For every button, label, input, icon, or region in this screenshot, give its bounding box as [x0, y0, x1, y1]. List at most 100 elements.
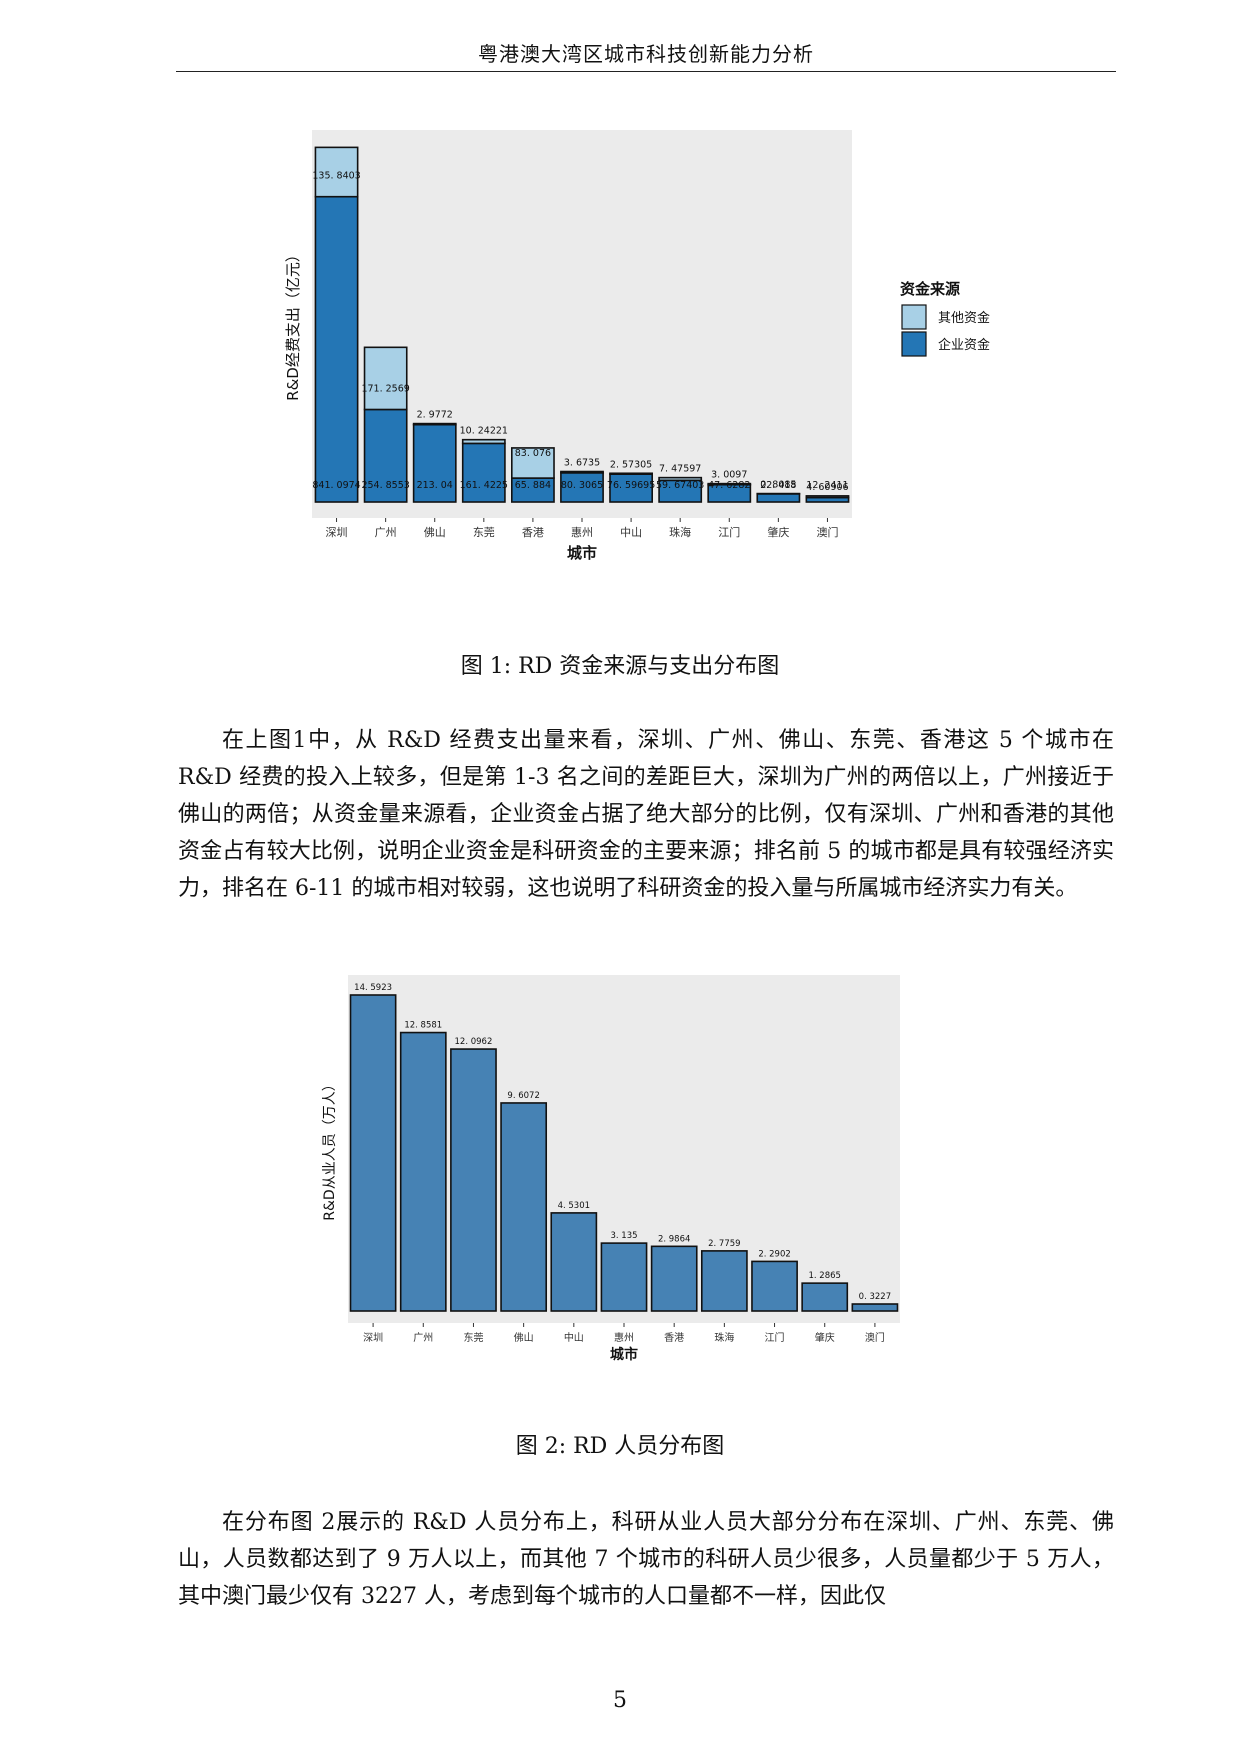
bar-enterprise-funds [314, 195, 359, 503]
data-label-enterprise: 213. 04 [417, 480, 453, 491]
data-label-other: 3. 0097 [711, 470, 747, 481]
data-label-other: 3. 6735 [564, 458, 600, 469]
data-label: 12. 0962 [455, 1037, 493, 1047]
data-label: 1. 2865 [809, 1271, 841, 1281]
x-tick-label: 珠海 [669, 525, 691, 539]
bar-other-funds [461, 438, 506, 445]
data-label-other: 2. 57305 [610, 459, 652, 470]
data-label-enterprise: 161. 4225 [460, 480, 508, 491]
bar-rd-personnel [851, 1303, 899, 1312]
bar-enterprise-funds [609, 473, 653, 503]
bar-other-funds [412, 422, 457, 426]
paragraph-1: 在上图1中，从 R&D 经费支出量来看，深圳、广州、佛山、东莞、香港这 5 个城… [178, 728, 1114, 901]
bar-other-funds [658, 476, 703, 482]
legend-swatch-other-funds [901, 304, 927, 330]
bar-rd-personnel [650, 1245, 698, 1312]
data-label-enterprise: 59. 67403 [656, 480, 704, 491]
x-tick-label: 肇庆 [815, 1331, 835, 1344]
data-label-other: 2. 9772 [417, 410, 453, 421]
figure-2-caption: 图 2: RD 人员分布图 [515, 1434, 725, 1459]
x-tick-label: 东莞 [463, 1331, 483, 1344]
data-label: 4. 5301 [558, 1201, 590, 1211]
data-label-other: 135. 8403 [312, 171, 360, 182]
x-tick-label: 江门 [718, 525, 740, 539]
bar-rd-personnel [801, 1282, 849, 1312]
data-label: 12. 8581 [404, 1021, 442, 1031]
bar-rd-personnel [349, 994, 397, 1312]
data-label-enterprise: 841. 0974 [312, 480, 360, 491]
x-axis-label: 城市 [610, 1346, 638, 1363]
data-label: 14. 5923 [354, 983, 392, 993]
figure-1-caption: 图 1: RD 资金来源与支出分布图 [460, 654, 780, 679]
x-tick-label: 澳门 [816, 525, 838, 539]
bar-other-funds [707, 482, 752, 486]
bar-enterprise-funds [560, 472, 604, 503]
x-tick-label: 广州 [413, 1332, 433, 1344]
bar-rd-personnel [600, 1242, 648, 1312]
x-tick-label: 中山 [564, 1331, 584, 1344]
x-tick-label: 广州 [375, 526, 397, 539]
bar-other-funds [314, 146, 359, 198]
x-tick-label: 佛山 [424, 526, 446, 539]
x-tick-label: 中山 [620, 526, 642, 539]
x-tick-label: 澳门 [865, 1331, 885, 1344]
data-label-enterprise: 254. 8553 [361, 480, 409, 491]
data-label-other: 171. 2569 [361, 383, 409, 394]
bar-rd-personnel [751, 1260, 798, 1312]
running-header: 粤港澳大湾区城市科技创新能力分析 [478, 42, 814, 66]
data-label-other: 0. 8085 [760, 480, 796, 491]
data-label: 2. 2902 [758, 1249, 790, 1259]
figure-1-chart: 841. 0974 135. 8403 深圳 254. 8553 171. 2569 广州… [284, 130, 990, 562]
header-rule [176, 71, 1116, 72]
data-label-other: 10. 24221 [460, 426, 508, 437]
bar-rd-personnel [399, 1031, 447, 1312]
data-label-other: 7. 47597 [659, 464, 701, 475]
legend-label-enterprise-funds: 企业资金 [938, 337, 990, 353]
y-axis-label: R&D经费支出（亿元） [284, 247, 302, 401]
paragraph-2: 在分布图 2展示的 R&D 人员分布上，科研从业人员大部分分布在深圳、广州、东莞… [178, 1510, 1114, 1609]
page-number: 5 [613, 1688, 627, 1713]
data-label-enterprise: 80. 3065 [561, 480, 603, 491]
bar-other-funds [511, 447, 555, 479]
data-label-other: 4. 60906 [806, 482, 848, 493]
x-tick-label: 东莞 [473, 526, 495, 539]
x-tick-label: 珠海 [714, 1331, 734, 1344]
bar-other-funds [805, 495, 850, 499]
figure-2-chart: 14. 5923 深圳 12. 8581 广州 12. 0962 东莞 9. 6072 佛山 4… [322, 975, 900, 1363]
bar-rd-personnel [550, 1212, 598, 1312]
legend-label-other-funds: 其他资金 [938, 310, 990, 326]
x-tick-label: 深圳 [326, 526, 348, 539]
bar-enterprise-funds [461, 442, 506, 503]
y-axis-label: R&D从业人员（万人） [322, 1077, 338, 1220]
legend-title: 资金来源 [900, 280, 960, 298]
x-tick-label: 江门 [765, 1331, 785, 1344]
data-label: 9. 6072 [507, 1091, 539, 1101]
x-tick-label: 惠州 [614, 1331, 634, 1344]
bar-rd-personnel [700, 1250, 748, 1312]
data-label: 3. 135 [610, 1231, 637, 1241]
data-label-enterprise: 47. 6282 [708, 480, 750, 491]
x-axis-label: 城市 [567, 544, 597, 562]
bar-enterprise-funds [756, 493, 801, 503]
bar-rd-personnel [450, 1048, 497, 1312]
data-label-enterprise: 65. 884 [515, 480, 551, 491]
x-tick-label: 肇庆 [767, 525, 789, 539]
bar-other-funds [609, 472, 653, 475]
x-tick-label: 香港 [664, 1332, 684, 1344]
data-label-other: 83. 076 [515, 448, 551, 459]
legend-swatch-enterprise-funds [901, 331, 927, 357]
bar-other-funds [363, 346, 408, 411]
bar-other-funds [560, 470, 604, 474]
data-label-enterprise: 76. 59695 [607, 480, 655, 491]
bar-rd-personnel [500, 1102, 548, 1312]
data-label: 2. 9864 [658, 1234, 690, 1244]
bar-enterprise-funds [363, 408, 408, 503]
x-tick-label: 惠州 [571, 525, 593, 539]
x-tick-label: 佛山 [514, 1331, 534, 1344]
data-label-enterprise: 12. 2411 [806, 480, 848, 491]
data-label-enterprise: 22. 418 [760, 480, 796, 491]
data-label: 2. 7759 [708, 1239, 740, 1249]
x-tick-label: 深圳 [363, 1332, 383, 1344]
data-label: 0. 3227 [859, 1292, 891, 1302]
x-tick-label: 香港 [522, 526, 544, 539]
